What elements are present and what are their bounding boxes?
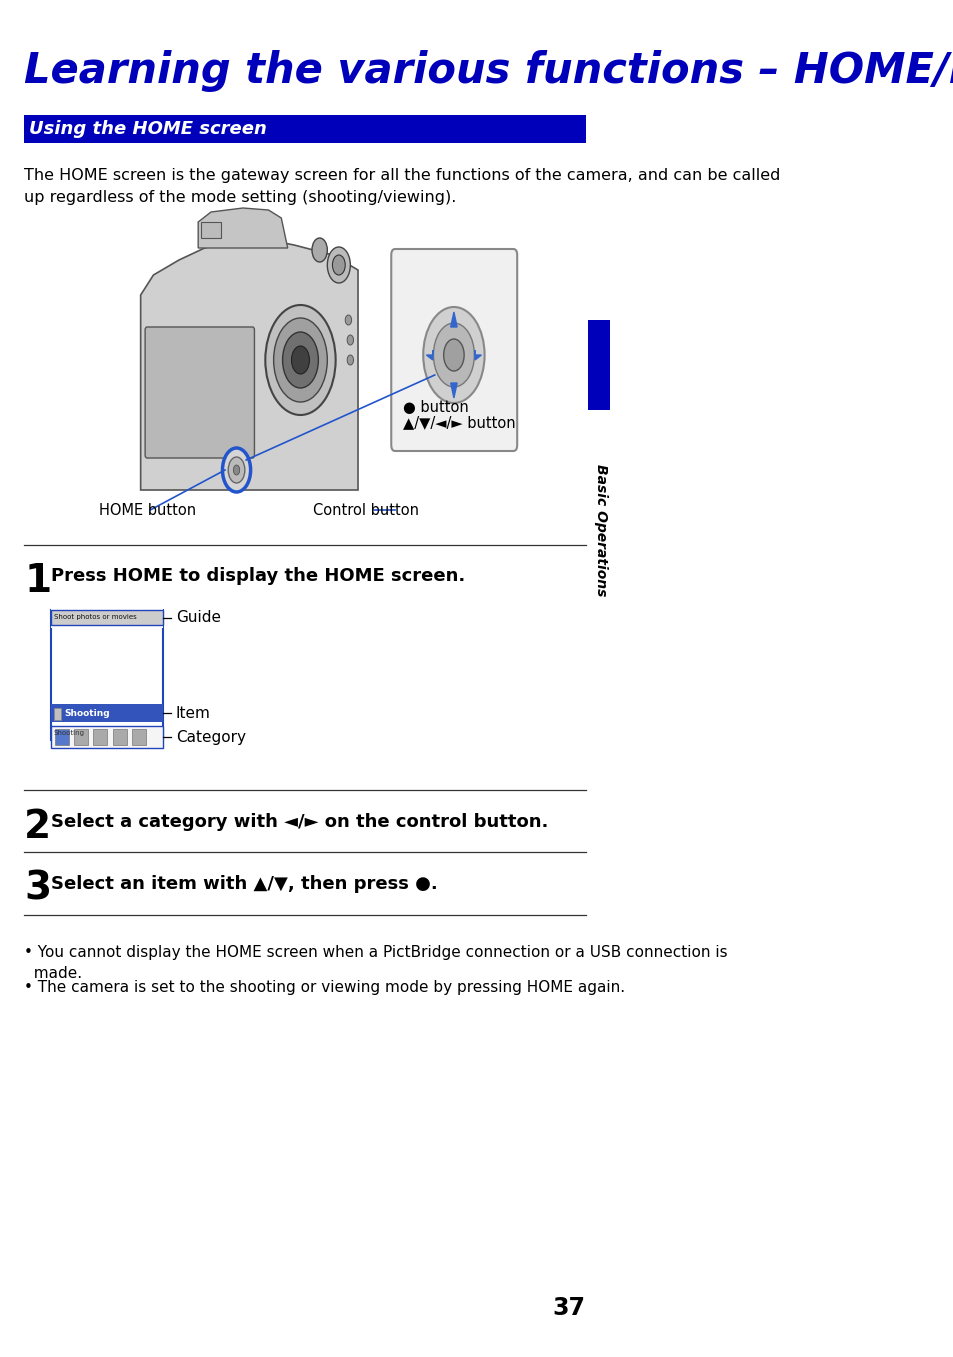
Text: 37: 37: [552, 1296, 585, 1320]
Text: • You cannot display the HOME screen when a PictBridge connection or a USB conne: • You cannot display the HOME screen whe…: [24, 944, 727, 981]
Text: The HOME screen is the gateway screen for all the functions of the camera, and c: The HOME screen is the gateway screen fo…: [24, 168, 780, 205]
Bar: [74, 729, 88, 745]
Text: Control button: Control button: [313, 502, 418, 517]
Circle shape: [233, 465, 239, 475]
Circle shape: [222, 448, 251, 493]
Circle shape: [345, 315, 352, 324]
Circle shape: [332, 255, 345, 275]
Text: Using the HOME screen: Using the HOME screen: [30, 119, 267, 138]
Text: Category: Category: [175, 730, 246, 745]
Bar: [51, 704, 163, 722]
Text: 1: 1: [24, 562, 51, 600]
Text: Guide: Guide: [175, 611, 220, 626]
Text: ▲/▼/◄/► button: ▲/▼/◄/► button: [402, 415, 515, 430]
Bar: [53, 708, 61, 721]
FancyBboxPatch shape: [391, 248, 517, 451]
Polygon shape: [426, 350, 433, 360]
Polygon shape: [140, 240, 357, 490]
Text: HOME button: HOME button: [99, 502, 196, 517]
Bar: [93, 729, 108, 745]
Bar: [132, 729, 146, 745]
Circle shape: [347, 356, 354, 365]
Text: Select an item with ▲/▼, then press ●.: Select an item with ▲/▼, then press ●.: [51, 875, 437, 893]
Circle shape: [433, 323, 474, 387]
Circle shape: [423, 307, 484, 403]
Text: Select a category with ◄/► on the control button.: Select a category with ◄/► on the contro…: [51, 813, 548, 830]
Circle shape: [228, 457, 245, 483]
Text: Shooting: Shooting: [53, 730, 85, 735]
Bar: [51, 726, 163, 740]
Bar: [51, 552, 163, 628]
Bar: [51, 726, 163, 748]
Bar: [55, 729, 69, 745]
Polygon shape: [450, 312, 456, 327]
Bar: [112, 729, 127, 745]
Text: Shooting: Shooting: [64, 708, 110, 718]
Text: Item: Item: [175, 706, 211, 721]
Circle shape: [443, 339, 464, 370]
Circle shape: [327, 247, 350, 284]
Circle shape: [274, 318, 327, 402]
Bar: [24, 115, 585, 142]
Polygon shape: [450, 383, 456, 398]
Text: • The camera is set to the shooting or viewing mode by pressing HOME again.: • The camera is set to the shooting or v…: [24, 980, 625, 995]
Text: Press HOME to display the HOME screen.: Press HOME to display the HOME screen.: [51, 567, 465, 585]
Polygon shape: [475, 350, 481, 360]
Text: Basic Operations: Basic Operations: [594, 464, 607, 596]
Text: 3: 3: [24, 870, 51, 908]
Bar: [51, 611, 163, 626]
Circle shape: [282, 332, 318, 388]
Text: Learning the various functions – HOME/Menu: Learning the various functions – HOME/Me…: [24, 50, 953, 92]
FancyBboxPatch shape: [145, 327, 254, 459]
Text: Shoot photos or movies: Shoot photos or movies: [54, 613, 137, 620]
Bar: [51, 611, 163, 740]
Bar: [201, 223, 220, 237]
Polygon shape: [198, 208, 288, 248]
Bar: [588, 320, 609, 410]
Text: 2: 2: [24, 807, 51, 845]
Text: ● button: ● button: [402, 399, 468, 414]
Circle shape: [292, 346, 309, 375]
Circle shape: [265, 305, 335, 415]
Circle shape: [312, 237, 327, 262]
Circle shape: [347, 335, 354, 345]
